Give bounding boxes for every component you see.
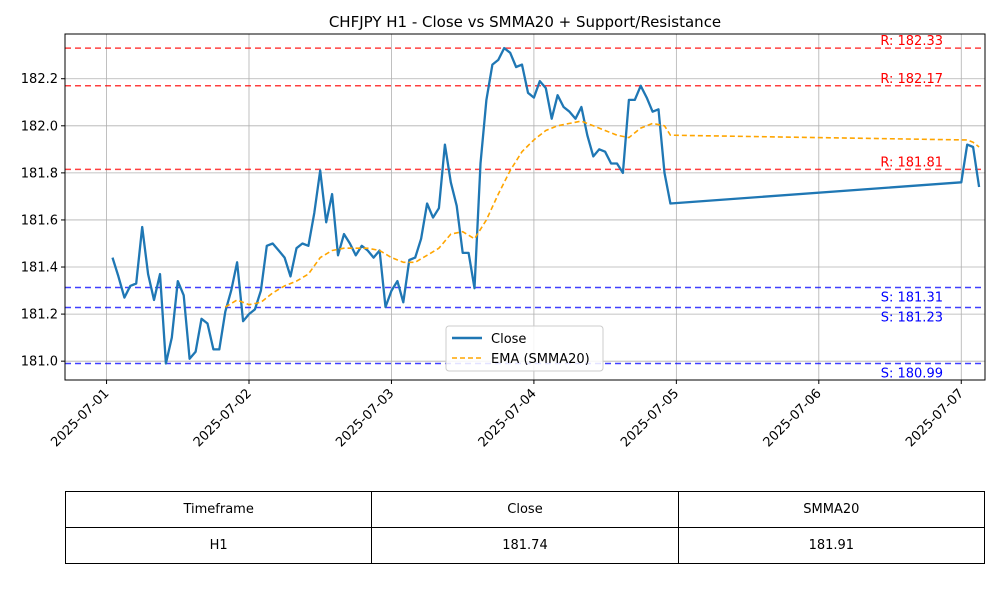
- y-tick-label: 181.4: [21, 261, 58, 276]
- x-tick-label: 2025-07-02: [191, 386, 255, 450]
- table-cell-close: 181.74: [371, 527, 679, 564]
- x-tick-label: 2025-07-07: [903, 386, 967, 450]
- support-label: S: 180.99: [881, 367, 943, 382]
- x-tick-label: 2025-07-05: [618, 386, 682, 450]
- support-label: S: 181.23: [881, 311, 943, 326]
- resistance-label: R: 182.17: [880, 72, 943, 87]
- series-line-smma20: [224, 120, 980, 308]
- table-header-row: Timeframe Close SMMA20: [64, 491, 986, 528]
- y-tick-label: 181.6: [21, 213, 58, 228]
- resistance-label: R: 181.81: [880, 155, 943, 170]
- legend-label-close: Close: [491, 332, 526, 347]
- y-tick-label: 182.2: [21, 72, 58, 87]
- axis-ticks: 2025-07-01 2025-07-02 2025-07-03 2025-07-04…: [21, 72, 967, 450]
- legend-box: [445, 325, 604, 372]
- y-tick-label: 182.0: [21, 119, 58, 134]
- chart-title: CHFJPY H1 - Close vs SMMA20 + Support/Re…: [329, 13, 721, 31]
- legend-label-smma: EMA (SMMA20): [491, 352, 590, 367]
- table-header-cell: Close: [371, 491, 679, 528]
- summary-table: Timeframe Close SMMA20 H1 181.74 181.91: [64, 491, 986, 564]
- y-tick-label: 181.0: [21, 355, 58, 370]
- y-tick-label: 181.8: [21, 166, 58, 181]
- legend: Close EMA (SMMA20): [445, 325, 604, 372]
- table-row: H1 181.74 181.91: [64, 527, 986, 564]
- x-tick-label: 2025-07-01: [48, 386, 112, 450]
- support-resistance-lines: [65, 47, 985, 365]
- y-tick-label: 181.2: [21, 308, 58, 323]
- series: [111, 46, 981, 365]
- x-tick-label: 2025-07-06: [761, 386, 825, 450]
- x-tick-label: 2025-07-03: [333, 386, 397, 450]
- table-cell-timeframe: H1: [64, 527, 373, 564]
- table-header-cell: SMMA20: [677, 491, 986, 528]
- table-header-cell: Timeframe: [64, 491, 373, 528]
- resistance-label: R: 182.33: [880, 34, 943, 49]
- series-line-close: [111, 46, 981, 365]
- level-labels: R: 182.33 R: 182.17 R: 181.81 S: 181.31 S: 1…: [880, 34, 943, 381]
- plot-area-frame: [64, 33, 986, 381]
- support-label: S: 181.31: [881, 290, 943, 305]
- x-tick-label: 2025-07-04: [476, 386, 540, 450]
- chart: CHFJPY H1 - Close vs SMMA20 + Support/Re…: [21, 13, 986, 450]
- table-cell-smma20: 181.91: [677, 527, 986, 564]
